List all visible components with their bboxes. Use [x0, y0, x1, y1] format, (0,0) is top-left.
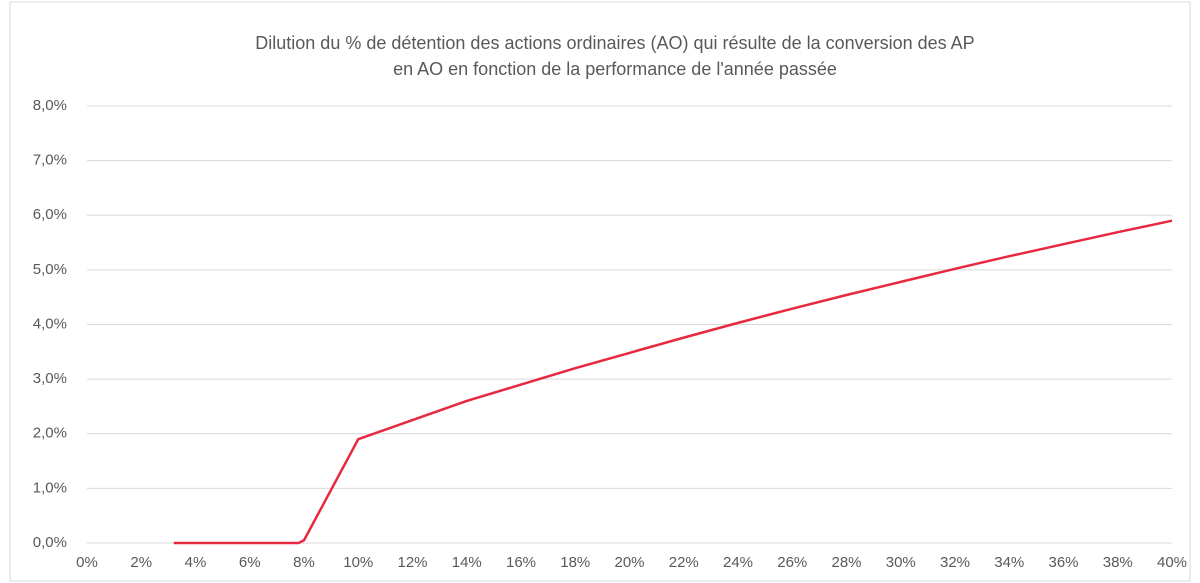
y-tick-label: 3,0% [33, 370, 67, 387]
x-tick-label: 24% [723, 554, 753, 571]
x-tick-label: 0% [76, 554, 98, 571]
x-tick-label: 38% [1103, 554, 1133, 571]
x-tick-label: 34% [994, 554, 1024, 571]
y-tick-label: 4,0% [33, 315, 67, 332]
x-tick-label: 22% [669, 554, 699, 571]
x-tick-label: 2% [130, 554, 152, 571]
x-tick-label: 16% [506, 554, 536, 571]
chart-title: en AO en fonction de la performance de l… [393, 59, 837, 79]
x-tick-label: 12% [397, 554, 427, 571]
x-tick-label: 26% [777, 554, 807, 571]
x-tick-label: 28% [831, 554, 861, 571]
y-tick-label: 2,0% [33, 425, 67, 442]
x-tick-label: 40% [1157, 554, 1187, 571]
x-tick-label: 36% [1048, 554, 1078, 571]
chart-border [9, 1, 1191, 582]
x-tick-label: 32% [940, 554, 970, 571]
y-tick-label: 6,0% [33, 206, 67, 223]
x-tick-label: 18% [560, 554, 590, 571]
x-tick-label: 8% [293, 554, 315, 571]
x-tick-label: 6% [239, 554, 261, 571]
y-tick-label: 8,0% [33, 97, 67, 114]
x-tick-label: 14% [452, 554, 482, 571]
data-line [173, 219, 1173, 545]
y-tick-label: 0,0% [33, 534, 67, 551]
chart-title: Dilution du % de détention des actions o… [255, 33, 974, 53]
y-tick-label: 1,0% [33, 479, 67, 496]
y-tick-label: 5,0% [33, 261, 67, 278]
x-tick-label: 30% [886, 554, 916, 571]
x-tick-label: 10% [343, 554, 373, 571]
x-tick-label: 20% [614, 554, 644, 571]
x-tick-label: 4% [185, 554, 207, 571]
y-tick-label: 7,0% [33, 152, 67, 169]
